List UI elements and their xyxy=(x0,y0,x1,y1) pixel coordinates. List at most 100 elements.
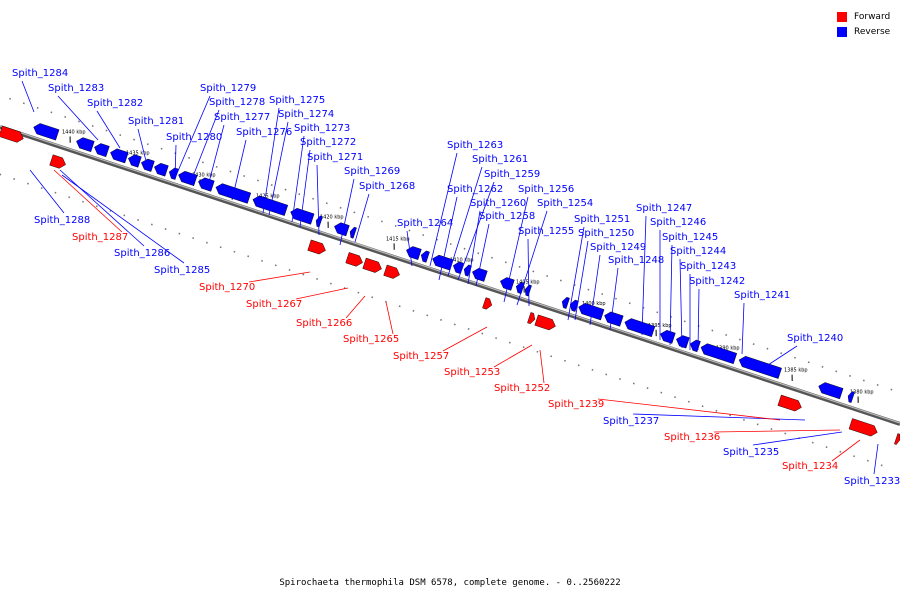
reverse-gene-arrow xyxy=(334,222,350,237)
reverse-gene-arrow xyxy=(349,226,357,239)
forward-label-leader xyxy=(295,287,349,300)
reverse-label-leader xyxy=(316,164,320,236)
reverse-gene-arrow xyxy=(141,158,155,172)
forward-label-leader xyxy=(493,344,533,368)
reverse-label-leader xyxy=(516,210,548,306)
reverse-gene-arrow xyxy=(472,268,488,282)
scale-label: 1420 kbp xyxy=(320,215,344,221)
forward-gene-label: Spith_1253 xyxy=(444,367,500,378)
reverse-gene-label: Spith_1237 xyxy=(603,416,659,427)
reverse-gene-label: Spith_1263 xyxy=(447,140,503,151)
reverse-gene-label: Spith_1240 xyxy=(787,333,843,344)
scale-label: 1400 kbp xyxy=(582,301,606,307)
lower-dotted-guide xyxy=(0,173,887,468)
reverse-gene-arrow xyxy=(178,171,198,187)
genome-backbone-highlight xyxy=(0,125,900,424)
reverse-gene-arrow xyxy=(561,296,570,309)
reverse-label-leader xyxy=(632,413,806,421)
forward-gene-label: Spith_1267 xyxy=(246,299,302,310)
forward-gene-arrow xyxy=(534,314,556,331)
reverse-label-leader xyxy=(669,244,673,346)
reverse-gene-label: Spith_1275 xyxy=(269,95,325,106)
reverse-gene-arrow xyxy=(406,246,422,260)
reverse-gene-label: Spith_1271 xyxy=(307,152,363,163)
forward-label-leader xyxy=(597,398,781,421)
forward-gene-label: Spith_1287 xyxy=(72,232,128,243)
forward-gene-arrow xyxy=(362,257,382,273)
reverse-gene-label: Spith_1276 xyxy=(236,127,292,138)
reverse-label-leader xyxy=(697,288,700,351)
reverse-gene-label: Spith_1246 xyxy=(650,217,706,228)
forward-label-leader xyxy=(345,295,366,319)
reverse-gene-label: Spith_1277 xyxy=(214,112,270,123)
reverse-gene-label: Spith_1280 xyxy=(166,132,222,143)
reverse-label-leader xyxy=(137,128,148,166)
reverse-label-leader xyxy=(873,443,879,475)
reverse-gene-label: Spith_1244 xyxy=(670,246,726,257)
reverse-label-leader xyxy=(291,135,305,223)
genome-caption: Spirochaeta thermophila DSM 6578, comple… xyxy=(279,578,621,588)
forward-gene-arrow xyxy=(307,239,326,255)
reverse-gene-arrow xyxy=(252,195,289,216)
reverse-gene-arrow xyxy=(128,154,142,168)
reverse-gene-arrow xyxy=(660,330,676,344)
forward-gene-label: Spith_1270 xyxy=(199,282,255,293)
forward-gene-arrow xyxy=(848,418,878,437)
reverse-label-leader xyxy=(527,238,530,307)
reverse-label-leader xyxy=(354,193,370,243)
legend-forward-label: Forward xyxy=(854,11,891,22)
reverse-gene-label: Spith_1272 xyxy=(300,137,356,148)
reverse-gene-label: Spith_1262 xyxy=(447,184,503,195)
reverse-gene-label: Spith_1273 xyxy=(294,123,350,134)
reverse-gene-arrow xyxy=(515,281,525,295)
reverse-gene-label: Spith_1260 xyxy=(470,198,526,209)
scale-label: 1435 kbp xyxy=(126,151,150,157)
reverse-label-leader xyxy=(174,95,211,179)
legend: Forward Reverse xyxy=(837,9,890,39)
reverse-gene-label: Spith_1278 xyxy=(209,97,265,108)
reverse-label-leader xyxy=(299,149,311,228)
reverse-gene-label: Spith_1264 xyxy=(397,218,453,229)
forward-gene-label: Spith_1239 xyxy=(548,399,604,410)
reverse-label-leader xyxy=(21,80,35,113)
reverse-gene-label: Spith_1243 xyxy=(680,261,736,272)
reverse-gene-label: Spith_1282 xyxy=(87,98,143,109)
reverse-label-leader xyxy=(574,240,589,321)
reverse-label-leader xyxy=(262,107,280,214)
forward-label-leader xyxy=(831,439,861,462)
forward-label-leader xyxy=(53,169,123,233)
reverse-label-leader xyxy=(503,196,529,303)
reverse-gene-arrow xyxy=(154,163,169,177)
reverse-gene-arrow xyxy=(500,277,515,291)
reverse-gene-arrow xyxy=(578,303,605,321)
forward-label-leader xyxy=(442,326,488,352)
genome-backbone xyxy=(0,125,900,426)
forward-gene-arrow xyxy=(345,252,363,267)
reverse-gene-label: Spith_1281 xyxy=(128,116,184,127)
reverse-label-leader xyxy=(589,254,601,326)
reverse-gene-label: Spith_1247 xyxy=(636,203,692,214)
reverse-gene-arrow xyxy=(94,143,110,157)
forward-label-leader xyxy=(248,271,311,283)
forward-gene-arrow xyxy=(894,433,900,445)
scale-label: 1380 kbp xyxy=(850,390,874,396)
reverse-gene-arrow xyxy=(198,177,215,192)
reverse-gene-label: Spith_1235 xyxy=(723,447,779,458)
reverse-gene-label: Spith_1254 xyxy=(537,198,593,209)
reverse-gene-label: Spith_1241 xyxy=(734,290,790,301)
reverse-gene-label: Spith_1286 xyxy=(114,248,170,259)
forward-label-leader xyxy=(713,429,841,433)
reverse-gene-arrow xyxy=(290,208,315,225)
forward-swatch xyxy=(837,11,847,22)
reverse-gene-arrow xyxy=(76,137,95,153)
scale-label: 1390 kbp xyxy=(716,345,740,351)
reverse-gene-arrow xyxy=(818,382,844,400)
forward-gene-label: Spith_1266 xyxy=(296,318,352,329)
reverse-label-leader xyxy=(438,196,458,281)
reverse-gene-arrow xyxy=(847,391,855,403)
reverse-label-leader xyxy=(339,178,355,246)
forward-gene-arrow xyxy=(0,125,24,143)
forward-gene-label: Spith_1257 xyxy=(393,351,449,362)
scale-label: 1410 kbp xyxy=(450,258,474,264)
reverse-label-leader xyxy=(406,230,413,267)
